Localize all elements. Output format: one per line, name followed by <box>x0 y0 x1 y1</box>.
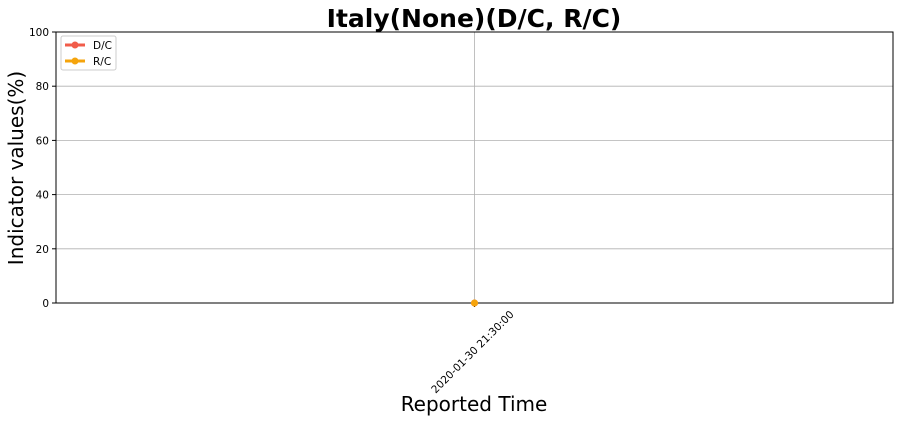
series-layer <box>471 299 478 307</box>
y-tick-label: 0 <box>42 298 49 310</box>
chart-title: Italy(None)(D/C, R/C) <box>327 4 622 33</box>
y-tick-label: 40 <box>36 190 49 202</box>
x-tick-label: 2020-01-30 21:30:00 <box>429 309 516 396</box>
y-tick-label: 80 <box>36 81 49 93</box>
y-tick-label: 100 <box>29 27 49 39</box>
x-axis: 2020-01-30 21:30:00 <box>429 303 517 396</box>
y-tick-label: 20 <box>36 244 49 256</box>
legend: D/C R/C <box>60 35 117 71</box>
y-axis-label: Indicator values(%) <box>4 71 28 265</box>
legend-label: R/C <box>93 56 111 68</box>
legend-swatch-marker <box>71 57 79 65</box>
data-point <box>471 299 478 307</box>
grid <box>56 32 893 303</box>
legend-swatch-marker <box>71 41 79 49</box>
x-axis-label: Reported Time <box>401 392 548 416</box>
y-axis: 0 20 40 60 80 100 <box>29 27 56 310</box>
y-tick-label: 60 <box>36 135 49 147</box>
legend-label: D/C <box>93 40 112 52</box>
